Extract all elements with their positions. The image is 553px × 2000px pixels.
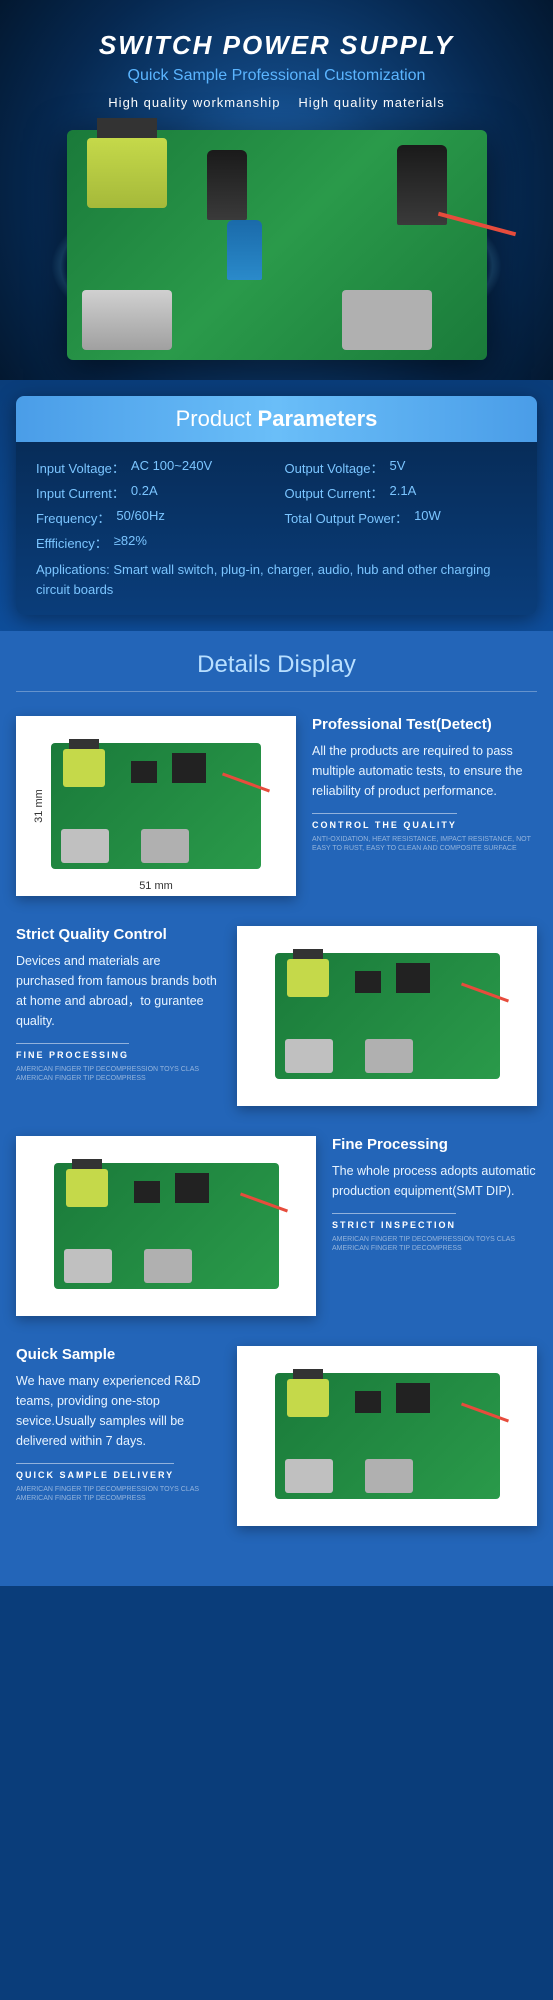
- detail-tag: CONTROL THE QUALITY: [312, 813, 457, 830]
- pcb-illustration: [67, 130, 487, 360]
- param-label: Input Current：: [36, 483, 125, 502]
- detail-item-quality: Strict Quality Control Devices and mater…: [16, 926, 537, 1106]
- param-value: 5V: [390, 458, 406, 477]
- detail-item-processing: Fine Processing The whole process adopts…: [16, 1136, 537, 1316]
- hero-section: SWITCH POWER SUPPLY Quick Sample Profess…: [0, 0, 553, 380]
- detail-fine-print: AMERICAN FINGER TIP DECOMPRESSION TOYS C…: [16, 1065, 221, 1083]
- params-title-thin: Product: [176, 406, 258, 431]
- detail-body: We have many experienced R&D teams, prov…: [16, 1371, 221, 1451]
- detail-image: [237, 926, 537, 1106]
- hero-title: SWITCH POWER SUPPLY: [20, 30, 533, 61]
- detail-heading: Quick Sample: [16, 1346, 221, 1363]
- capacitor-icon: [227, 220, 262, 280]
- detail-fine-print: ANTI-OXIDATION, HEAT RESISTANCE, IMPACT …: [312, 835, 537, 853]
- hero-product-image: [67, 130, 487, 360]
- detail-heading: Fine Processing: [332, 1136, 537, 1153]
- detail-heading: Professional Test(Detect): [312, 716, 537, 733]
- param-row: Output Current： 2.1A: [285, 483, 518, 502]
- capacitor-icon: [207, 150, 247, 220]
- detail-body: Devices and materials are purchased from…: [16, 951, 221, 1031]
- param-applications: Applications: Smart wall switch, plug-in…: [16, 560, 537, 599]
- quality-workmanship: High quality workmanship: [108, 95, 280, 110]
- dimension-height: 31 mm: [33, 789, 45, 823]
- param-row: Total Output Power： 10W: [285, 508, 518, 527]
- detail-body: All the products are required to pass mu…: [312, 741, 537, 801]
- param-label: Total Output Power：: [285, 508, 409, 527]
- detail-image: 31 mm 51 mm: [16, 716, 296, 896]
- param-label: Output Current：: [285, 483, 384, 502]
- param-row: Input Voltage： AC 100~240V: [36, 458, 269, 477]
- detail-text: Strict Quality Control Devices and mater…: [16, 926, 221, 1083]
- parameters-grid: Input Voltage： AC 100~240V Output Voltage…: [16, 442, 537, 560]
- detail-item-sample: Quick Sample We have many experienced R&…: [16, 1346, 537, 1526]
- dimension-width: 51 mm: [139, 880, 173, 892]
- param-row: Effficiency： ≥82%: [36, 533, 269, 552]
- hero-qualities: High quality workmanship High quality ma…: [20, 95, 533, 110]
- detail-heading: Strict Quality Control: [16, 926, 221, 943]
- hero-subtitle: Quick Sample Professional Customization: [20, 67, 533, 85]
- detail-fine-print: AMERICAN FINGER TIP DECOMPRESSION TOYS C…: [16, 1485, 221, 1503]
- detail-tag: FINE PROCESSING: [16, 1043, 129, 1060]
- param-value: 50/60Hz: [116, 508, 164, 527]
- detail-tag: STRICT INSPECTION: [332, 1213, 456, 1230]
- param-value: ≥82%: [114, 533, 147, 552]
- detail-text: Professional Test(Detect) All the produc…: [312, 716, 537, 853]
- param-label: Input Voltage：: [36, 458, 125, 477]
- param-row: Output Voltage： 5V: [285, 458, 518, 477]
- detail-tag: QUICK SAMPLE DELIVERY: [16, 1463, 174, 1480]
- param-value: 2.1A: [390, 483, 417, 502]
- parameters-title: Product Parameters: [16, 396, 537, 442]
- details-title: Details Display: [16, 651, 537, 692]
- param-row: Frequency： 50/60Hz: [36, 508, 269, 527]
- detail-text: Quick Sample We have many experienced R&…: [16, 1346, 221, 1503]
- param-label: Frequency：: [36, 508, 110, 527]
- param-label: Effficiency：: [36, 533, 108, 552]
- param-label: Output Voltage：: [285, 458, 384, 477]
- param-value: AC 100~240V: [131, 458, 212, 477]
- details-section: Details Display 31 mm 51 mm Professional…: [0, 631, 553, 1586]
- parameters-box: Product Parameters Input Voltage： AC 100~…: [16, 396, 537, 615]
- param-value: 0.2A: [131, 483, 158, 502]
- parameters-section: Product Parameters Input Voltage： AC 100~…: [0, 380, 553, 631]
- wire-icon: [437, 212, 515, 237]
- param-row: Input Current： 0.2A: [36, 483, 269, 502]
- detail-image: [16, 1136, 316, 1316]
- quality-materials: High quality materials: [298, 95, 444, 110]
- detail-fine-print: AMERICAN FINGER TIP DECOMPRESSION TOYS C…: [332, 1235, 537, 1253]
- detail-text: Fine Processing The whole process adopts…: [332, 1136, 537, 1253]
- param-value: 10W: [414, 508, 441, 527]
- detail-body: The whole process adopts automatic produ…: [332, 1161, 537, 1201]
- params-title-bold: Parameters: [258, 406, 378, 431]
- detail-item-test: 31 mm 51 mm Professional Test(Detect) Al…: [16, 716, 537, 896]
- detail-image: [237, 1346, 537, 1526]
